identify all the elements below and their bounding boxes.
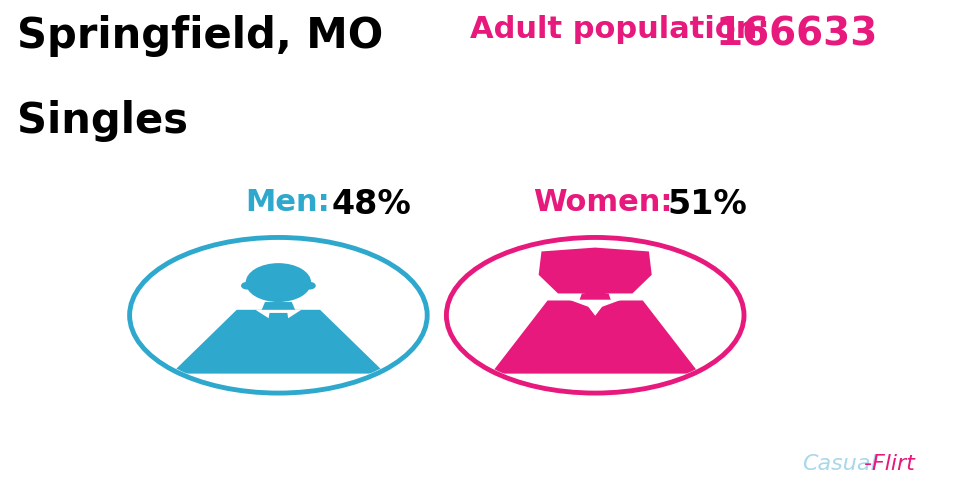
Polygon shape	[539, 248, 652, 294]
Circle shape	[446, 238, 744, 393]
Polygon shape	[588, 307, 595, 318]
Polygon shape	[579, 294, 612, 302]
Text: 51%: 51%	[667, 188, 747, 221]
Circle shape	[130, 238, 427, 393]
Text: 48%: 48%	[331, 188, 411, 221]
Text: Women:: Women:	[533, 188, 672, 217]
Ellipse shape	[568, 261, 622, 296]
Text: 166633: 166633	[715, 15, 877, 53]
Ellipse shape	[246, 264, 311, 303]
Polygon shape	[171, 310, 386, 374]
Text: -Flirt: -Flirt	[864, 453, 915, 473]
Ellipse shape	[241, 282, 253, 290]
Polygon shape	[491, 301, 699, 374]
Polygon shape	[569, 300, 621, 317]
Text: Men:: Men:	[245, 188, 329, 217]
Polygon shape	[255, 310, 301, 332]
Text: Casual: Casual	[802, 453, 876, 473]
Ellipse shape	[303, 282, 316, 290]
Polygon shape	[268, 313, 289, 335]
Polygon shape	[261, 303, 296, 312]
Polygon shape	[595, 307, 602, 318]
Text: Singles: Singles	[17, 100, 188, 142]
Text: Adult population:: Adult population:	[470, 15, 770, 44]
Text: Springfield, MO: Springfield, MO	[17, 15, 384, 57]
